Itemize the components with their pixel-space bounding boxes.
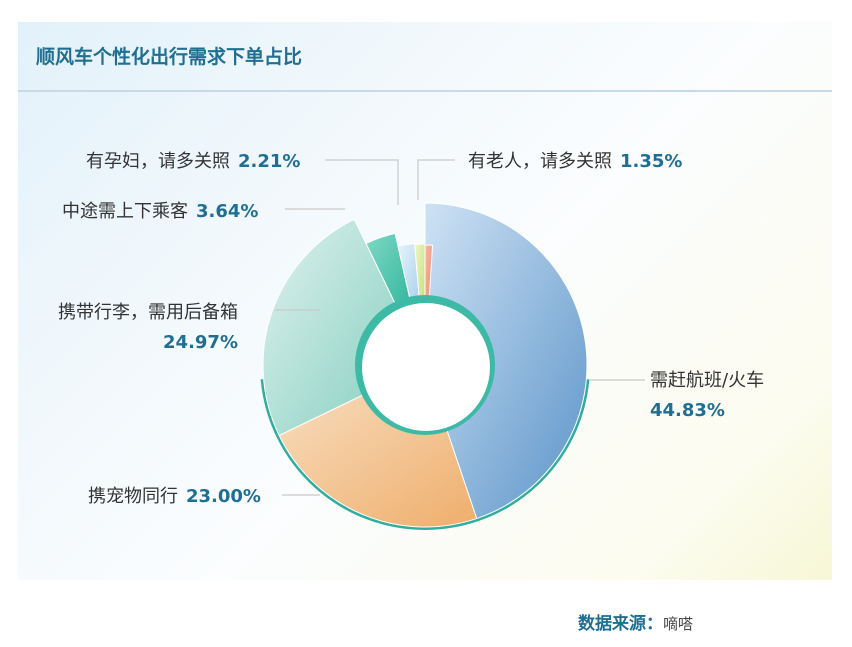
slice-label-name: 有孕妇，请多关照 [86, 151, 230, 172]
slice-label-name: 携宠物同行 [88, 486, 178, 507]
slice-label-value: 1.35% [620, 151, 682, 172]
leader-line-6 [417, 159, 455, 200]
slice-label-value: 23.00% [186, 486, 261, 507]
slice-label-3: 携带行李，需用后备箱 [58, 302, 238, 323]
source-label: 数据来源： [578, 614, 663, 634]
slice-label-value: 2.21% [238, 151, 300, 172]
slice-label-2: 携宠物同行 23.00% [88, 486, 261, 507]
slice-label-value-1: 44.83% [650, 400, 725, 421]
source-name: 嘀嗒 [663, 615, 694, 633]
slice-label-value-3: 24.97% [163, 332, 238, 353]
slice-label-5: 有孕妇，请多关照 2.21% [86, 151, 300, 172]
slice-label-6: 有老人，请多关照 1.35% [468, 151, 682, 172]
slice-label-name: 携带行李，需用后备箱 [58, 302, 238, 323]
slice-label-name: 有老人，请多关照 [468, 151, 612, 172]
slice-label-name: 需赶航班/火车 [650, 370, 764, 391]
slice-label-value: 3.64% [196, 201, 258, 222]
page-title: 顺风车个性化出行需求下单占比 [36, 46, 303, 68]
title-divider [18, 90, 832, 92]
data-source: 数据来源：嘀嗒 [578, 609, 693, 634]
donut-hole [362, 303, 490, 431]
slice-label-name: 中途需上下乘客 [62, 201, 188, 222]
slice-label-1: 需赶航班/火车 [650, 370, 764, 391]
leader-line-5 [325, 159, 399, 205]
slice-label-4: 中途需上下乘客 3.64% [62, 201, 258, 222]
